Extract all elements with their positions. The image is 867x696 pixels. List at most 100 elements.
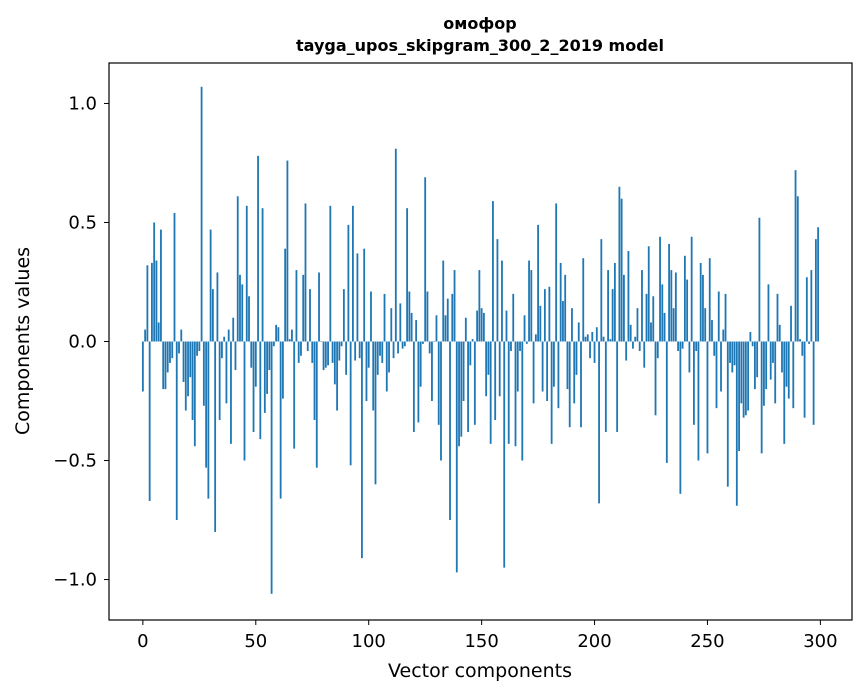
bar	[403, 341, 406, 347]
bar	[392, 341, 395, 359]
bar	[690, 236, 693, 342]
bar	[801, 341, 804, 356]
bar	[505, 310, 508, 342]
bar	[390, 308, 393, 342]
y-tick-label: 0.5	[68, 212, 97, 233]
x-tick-label: 300	[803, 631, 837, 652]
bar	[670, 270, 673, 342]
bar	[543, 289, 546, 342]
bar	[636, 308, 639, 342]
bar	[510, 341, 512, 352]
bar	[180, 329, 183, 342]
bar	[548, 286, 551, 342]
bar	[243, 341, 246, 461]
bar	[803, 341, 806, 418]
bar	[722, 329, 725, 342]
bar	[677, 341, 680, 352]
bar	[607, 270, 609, 342]
bar	[616, 341, 619, 432]
bar	[582, 258, 585, 342]
bar	[415, 320, 418, 342]
bar	[765, 341, 768, 390]
bar	[708, 258, 711, 342]
bar	[577, 322, 580, 342]
bar	[796, 196, 799, 342]
bar	[442, 260, 445, 342]
bar	[372, 341, 375, 411]
bar	[512, 293, 515, 342]
bar	[704, 308, 707, 342]
bar	[270, 341, 273, 594]
bar	[336, 341, 338, 411]
bars-group	[141, 86, 820, 594]
bar	[327, 341, 329, 366]
bar	[446, 298, 449, 342]
bar	[266, 341, 268, 394]
bar	[731, 341, 734, 373]
bar	[401, 341, 404, 349]
x-tick-label: 150	[464, 631, 498, 652]
bar	[352, 205, 354, 342]
x-tick-label: 100	[352, 631, 386, 652]
bar	[532, 341, 535, 404]
bar	[162, 341, 165, 390]
bar	[388, 341, 390, 373]
bar	[503, 341, 506, 568]
bar	[313, 341, 316, 421]
bar	[408, 291, 411, 342]
bar	[225, 341, 228, 404]
bar	[216, 272, 219, 342]
bar	[473, 341, 476, 425]
bar	[144, 329, 147, 342]
y-tick-label: −1.0	[53, 570, 97, 591]
bar	[412, 341, 415, 432]
bar	[652, 296, 655, 342]
bar	[665, 341, 668, 463]
bar	[151, 262, 153, 342]
bar	[160, 229, 162, 342]
chart-title: омофор	[443, 14, 516, 33]
bar	[674, 272, 677, 342]
bar	[753, 341, 756, 390]
x-tick-label: 200	[577, 631, 611, 652]
bar	[349, 341, 352, 466]
bar	[498, 341, 501, 397]
bar	[449, 341, 451, 521]
bar	[805, 277, 808, 342]
bar	[437, 341, 440, 425]
x-tick-label: 250	[690, 631, 724, 652]
bar	[184, 341, 187, 411]
bar	[250, 341, 253, 368]
bar	[735, 341, 738, 506]
bar	[471, 339, 474, 342]
bar	[268, 341, 271, 371]
bar	[164, 341, 167, 390]
bar	[679, 341, 682, 494]
bar	[557, 341, 560, 409]
bar	[729, 341, 731, 363]
bar	[478, 270, 481, 342]
bar	[787, 341, 790, 399]
bar	[632, 341, 634, 349]
bar	[541, 341, 544, 392]
bar	[584, 336, 587, 342]
bar	[157, 322, 160, 342]
bar	[546, 341, 549, 402]
bar	[381, 341, 384, 363]
bar	[501, 260, 503, 342]
y-axis-label: Components values	[12, 247, 34, 435]
bar	[645, 293, 648, 342]
bar	[209, 229, 212, 342]
bar	[356, 253, 359, 342]
bar	[537, 224, 539, 342]
bar	[200, 86, 203, 342]
bar	[643, 341, 646, 368]
bar	[487, 341, 490, 375]
bar	[650, 322, 652, 342]
bar	[281, 341, 284, 399]
bar	[342, 289, 345, 342]
bar	[772, 341, 774, 363]
bar	[589, 341, 591, 359]
bar	[297, 341, 300, 363]
bar	[155, 260, 158, 342]
